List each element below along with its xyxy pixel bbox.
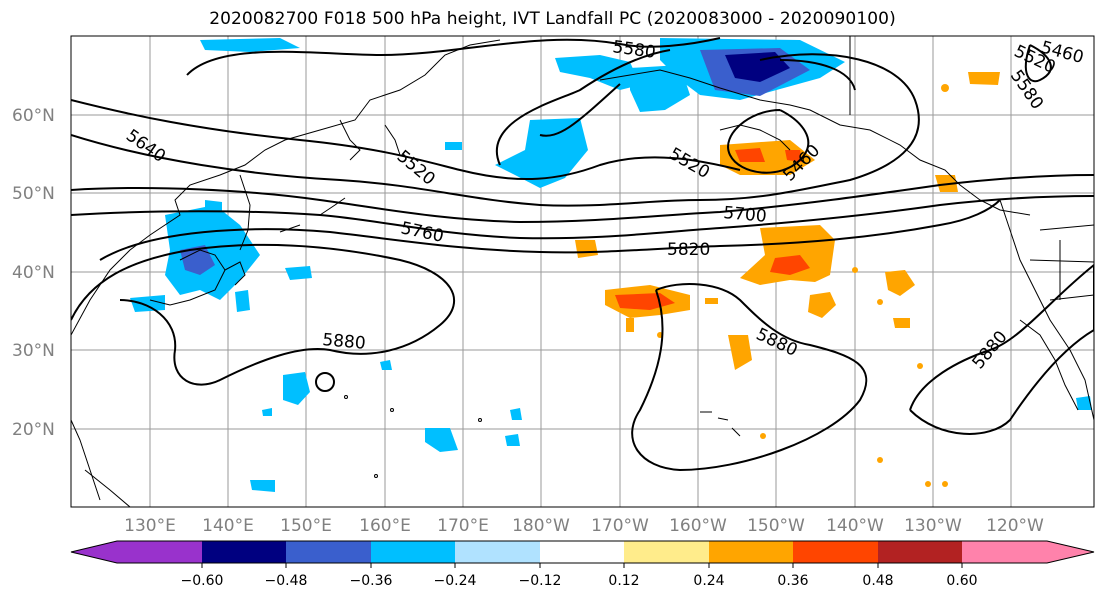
colorbar-segment bbox=[117, 541, 203, 563]
lon-label: 170°E bbox=[437, 516, 489, 536]
colorbar-outline bbox=[70, 540, 1095, 564]
colorbar-segment bbox=[286, 541, 372, 563]
contour-label: 5820 bbox=[667, 240, 710, 260]
colorbar-tick-label: 0.24 bbox=[693, 573, 724, 589]
ivt-negative-shading bbox=[130, 38, 1092, 492]
lat-label: 50°N bbox=[12, 184, 55, 204]
colorbar: −0.60 −0.48 −0.36 −0.24 −0.12 0.12 0.24 … bbox=[70, 540, 1095, 589]
colorbar-segment bbox=[962, 541, 1048, 563]
colorbar-tick-label: 0.60 bbox=[946, 573, 977, 589]
lon-label: 140°E bbox=[202, 516, 254, 536]
contour-label: 5880 bbox=[322, 330, 367, 354]
lat-label: 40°N bbox=[12, 263, 55, 283]
colorbar-segment bbox=[1047, 541, 1094, 563]
longitude-labels: 130°E 140°E 150°E 160°E 170°E 180°W 170°… bbox=[124, 516, 1044, 536]
lon-label: 120°W bbox=[986, 516, 1044, 536]
height-contours bbox=[71, 37, 1094, 472]
lon-label: 180°W bbox=[512, 516, 570, 536]
colorbar-tick-label: −0.12 bbox=[519, 573, 562, 589]
lat-label: 60°N bbox=[12, 106, 55, 126]
latitude-labels: 60°N 50°N 40°N 30°N 20°N bbox=[12, 106, 55, 440]
lon-label: 160°W bbox=[669, 516, 727, 536]
colorbar-segment bbox=[878, 541, 963, 563]
gridlines bbox=[71, 36, 1094, 507]
lon-label: 130°E bbox=[124, 516, 176, 536]
colorbar-ticks bbox=[201, 563, 963, 568]
contour-label: 5700 bbox=[723, 203, 768, 227]
colorbar-segment bbox=[540, 541, 625, 563]
colorbar-tick-label: −0.60 bbox=[181, 573, 224, 589]
colorbar-segment bbox=[624, 541, 710, 563]
colorbar-segment bbox=[455, 541, 541, 563]
islands bbox=[279, 197, 741, 478]
lat-label: 30°N bbox=[12, 341, 55, 361]
lon-label: 170°W bbox=[591, 516, 649, 536]
lat-label: 20°N bbox=[12, 420, 55, 440]
ivt-positive-shading bbox=[575, 72, 1000, 487]
lon-label: 160°E bbox=[359, 516, 411, 536]
colorbar-tick-label: −0.36 bbox=[350, 573, 393, 589]
colorbar-tick-label: 0.48 bbox=[862, 573, 893, 589]
lon-label: 150°W bbox=[747, 516, 805, 536]
map-title: 2020082700 F018 500 hPa height, IVT Land… bbox=[209, 9, 896, 29]
lon-label: 130°W bbox=[904, 516, 962, 536]
colorbar-segment bbox=[371, 541, 456, 563]
colorbar-segment bbox=[71, 541, 117, 563]
map-frame bbox=[70, 35, 1095, 508]
lon-label: 140°W bbox=[826, 516, 884, 536]
colorbar-tick-label: 0.36 bbox=[777, 573, 808, 589]
colorbar-segment bbox=[709, 541, 794, 563]
colorbar-segment bbox=[202, 541, 287, 563]
lon-label: 150°E bbox=[280, 516, 332, 536]
colorbar-tick-label: 0.12 bbox=[608, 573, 639, 589]
colorbar-tick-label: −0.24 bbox=[434, 573, 477, 589]
colorbar-segment bbox=[793, 541, 879, 563]
colorbar-tick-label: −0.48 bbox=[265, 573, 308, 589]
